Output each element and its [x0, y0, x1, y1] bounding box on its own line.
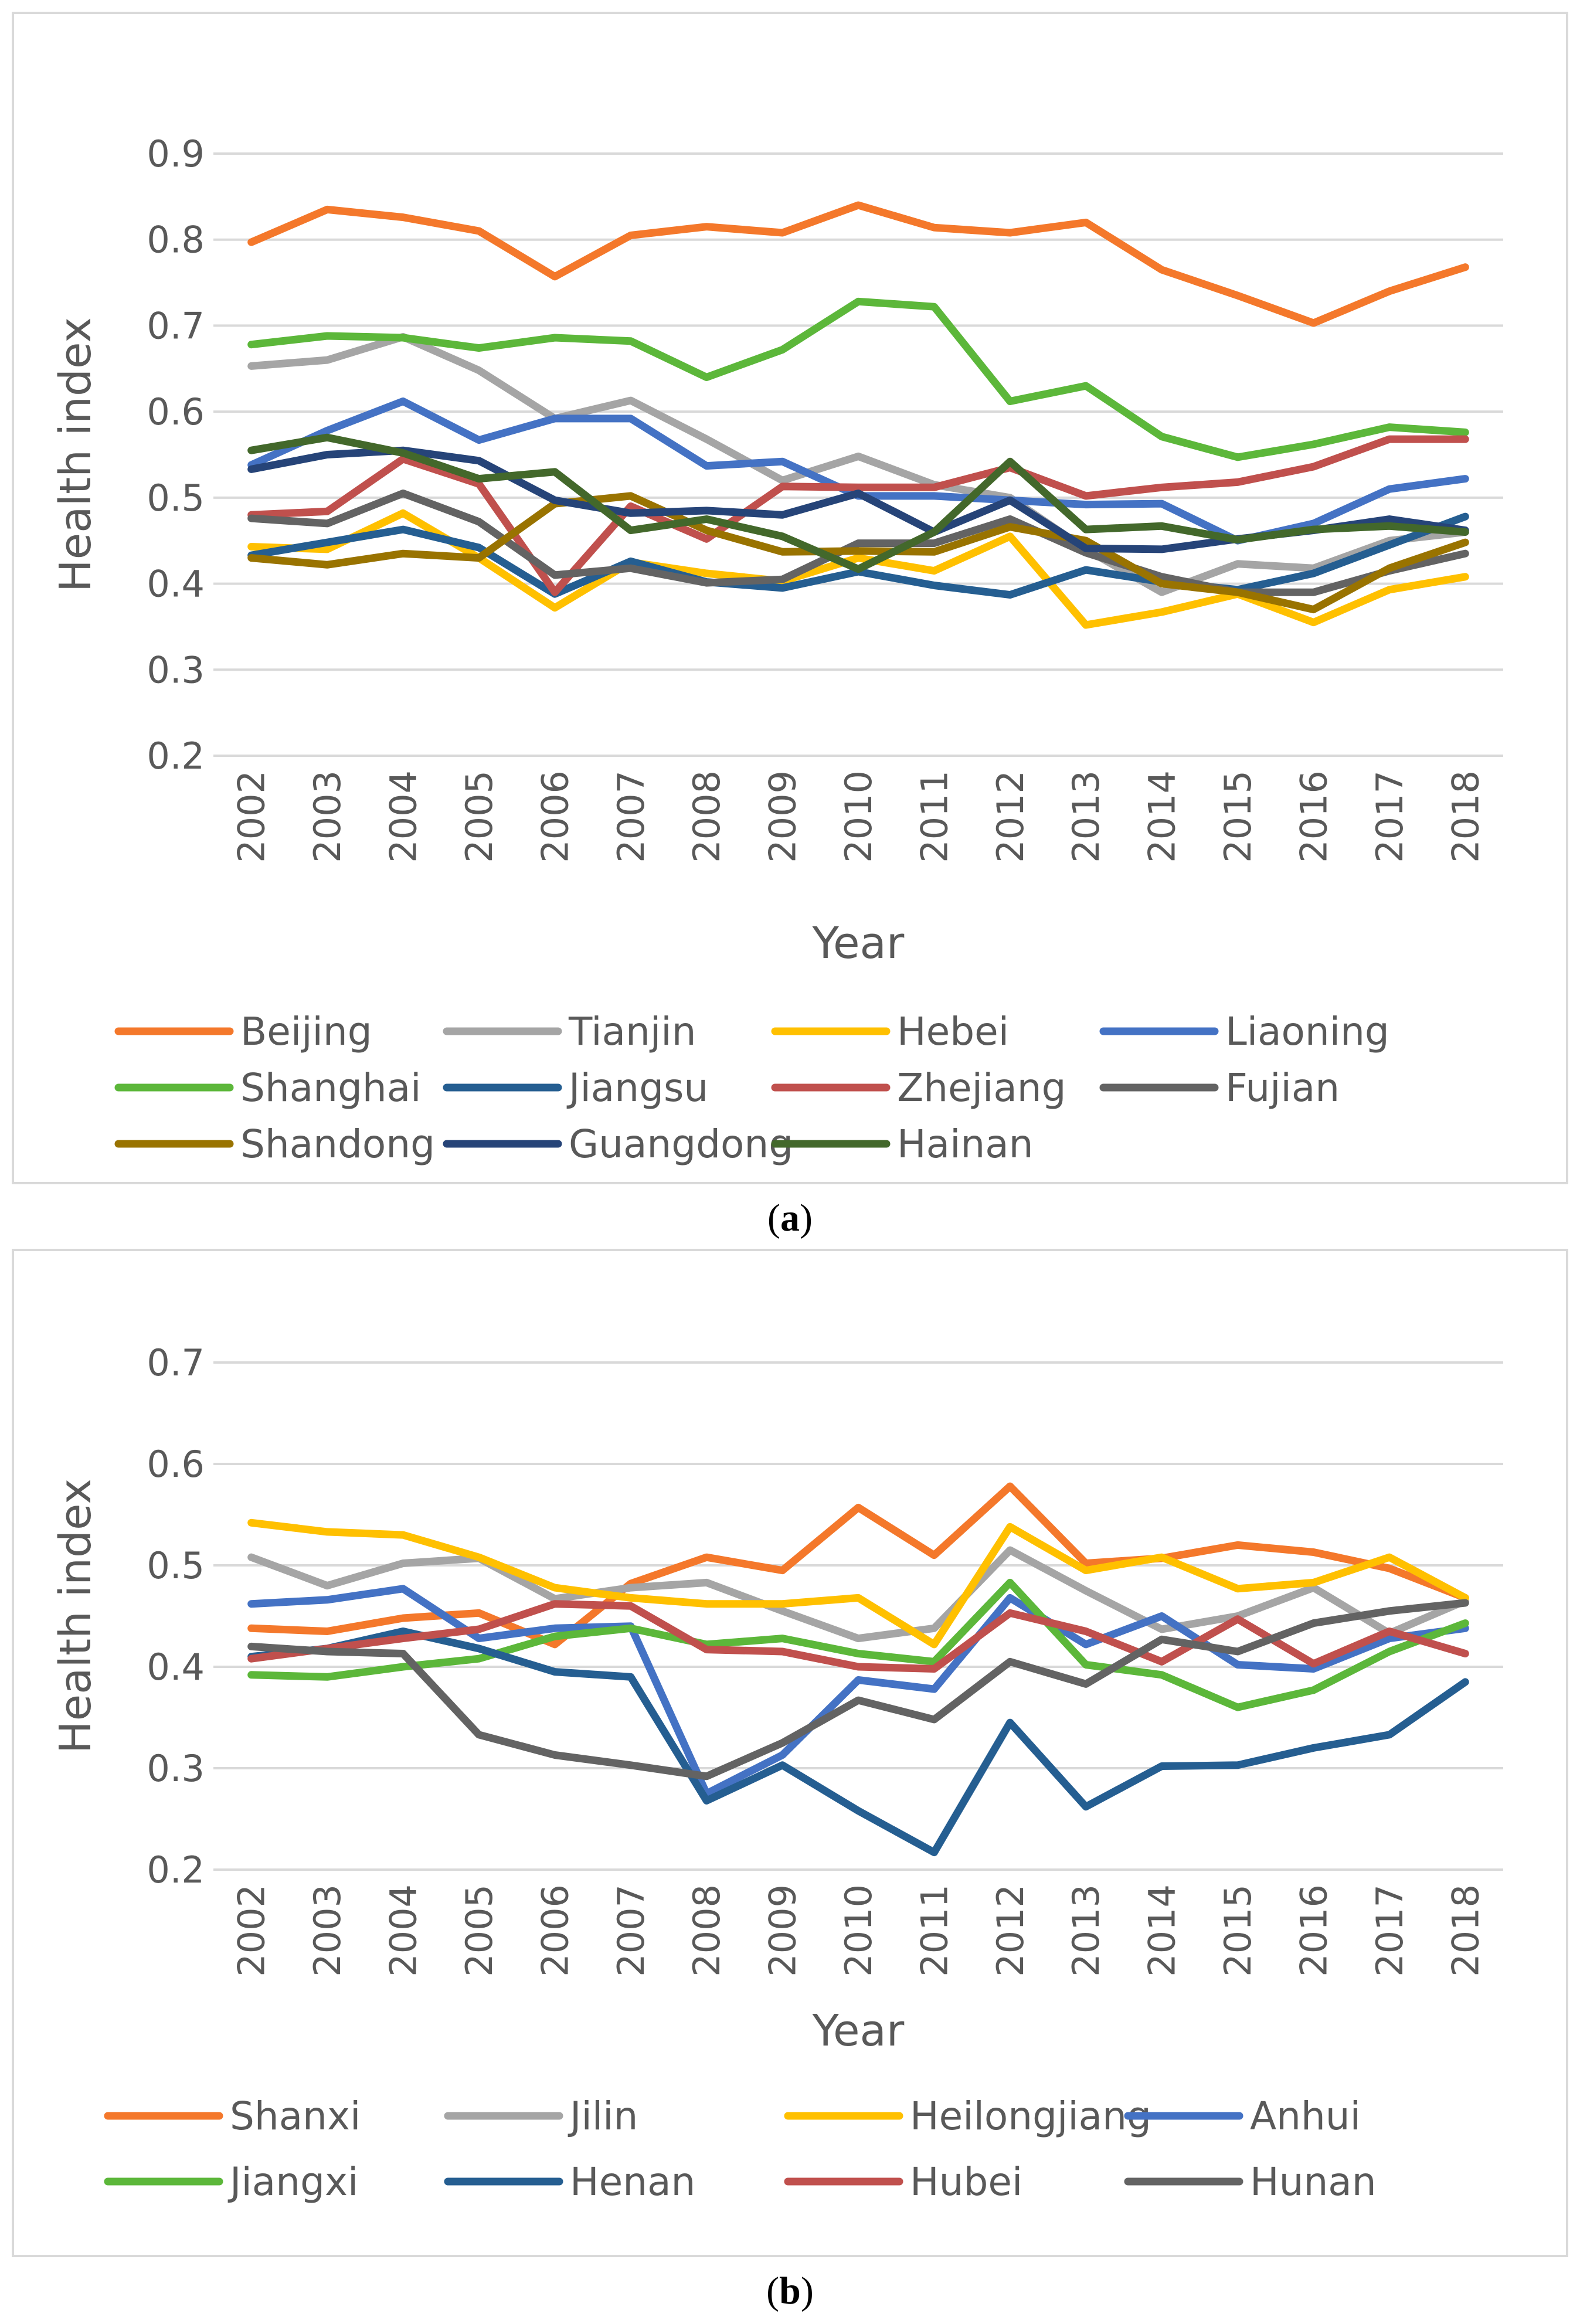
legend-label-hunan: Hunan	[1250, 2159, 1377, 2204]
x-tick-label: 2015	[1217, 770, 1259, 863]
series-line-shanxi	[247, 1482, 1469, 1649]
y-tick-label: 0.4	[147, 563, 205, 606]
y-tick-label: 0.7	[147, 1341, 205, 1384]
series-line-jiangxi	[247, 1578, 1469, 1711]
x-tick-label: 2005	[458, 1884, 501, 1977]
x-tick-label: 2014	[1141, 770, 1184, 863]
x-tick-label: 2004	[382, 1884, 425, 1977]
y-tick-label: 0.9	[147, 132, 205, 175]
chart-panel-b: 0.7 0.6 0.5 0.4 0.3 0.2 2002 2003 2004 2005 2006 20…	[12, 1249, 1568, 2257]
x-tick-label: 2018	[1444, 1884, 1487, 1977]
legend-label-heilongjiang: Heilongjiang	[910, 2094, 1151, 2139]
x-tick-label: 2009	[762, 1884, 804, 1977]
series-line-fujian	[247, 490, 1469, 596]
x-tick-label: 2005	[458, 770, 501, 863]
line-chart-a: 0.9 0.8 0.7 0.6 0.5 0.4 0.3 0.2 2002 2003 2004 2005…	[50, 132, 1503, 1167]
series-line-anhui	[247, 1585, 1469, 1798]
legend-label-fujian: Fujian	[1225, 1065, 1340, 1110]
legend-label-jiangsu: Jiangsu	[566, 1065, 708, 1110]
legend-label-hebei: Hebei	[897, 1009, 1009, 1054]
y-axis-title: Health index	[50, 1479, 101, 1754]
y-tick-label: 0.6	[147, 1443, 205, 1486]
x-tick-label: 2002	[230, 1884, 273, 1977]
y-tick-label: 0.2	[147, 735, 205, 777]
x-tick-label: 2016	[1292, 770, 1335, 863]
x-tick-label: 2016	[1292, 1884, 1335, 1977]
x-tick-label: 2002	[230, 770, 273, 863]
x-tick-label: 2012	[989, 770, 1032, 863]
series-line-shanghai	[247, 297, 1469, 461]
legend-label-shanxi: Shanxi	[230, 2094, 361, 2139]
y-tick-label: 0.5	[147, 1544, 205, 1587]
x-tick-label: 2017	[1368, 1884, 1411, 1977]
series-line-hunan	[247, 1599, 1469, 1781]
y-tick-label: 0.5	[147, 477, 205, 519]
x-tick-label: 2012	[989, 1884, 1032, 1977]
series-line-tianjin	[247, 333, 1469, 596]
y-tick-label: 0.6	[147, 390, 205, 433]
line-chart-b: 0.7 0.6 0.5 0.4 0.3 0.2 2002 2003 2004 2005 2006 20…	[50, 1341, 1503, 2204]
x-axis-title: Year	[812, 918, 905, 969]
x-tick-label: 2010	[837, 1884, 880, 1977]
caption-a: (a)	[767, 1197, 813, 1239]
x-tick-label: 2007	[610, 1884, 653, 1977]
legend-label-jiangxi: Jiangxi	[227, 2159, 358, 2204]
x-tick-label: 2003	[306, 1884, 349, 1977]
x-tick-label: 2013	[1065, 770, 1107, 863]
legend-label-hainan: Hainan	[897, 1122, 1034, 1167]
y-tick-label: 0.8	[147, 219, 205, 261]
x-tick-label: 2009	[762, 770, 804, 863]
x-tick-label: 2006	[534, 1884, 576, 1977]
x-tick-label: 2006	[534, 770, 576, 863]
y-tick-label: 0.2	[147, 1849, 205, 1891]
legend-label-tianjin: Tianjin	[568, 1009, 696, 1054]
legend-label-hubei: Hubei	[910, 2159, 1022, 2204]
legend-label-liaoning: Liaoning	[1225, 1009, 1389, 1054]
y-tick-label: 0.7	[147, 304, 205, 347]
legend-label-beijing: Beijing	[240, 1009, 372, 1054]
x-tick-label: 2003	[306, 770, 349, 863]
y-tick-label: 0.3	[147, 648, 205, 691]
series-line-beijing	[247, 201, 1469, 327]
series-line-hainan	[247, 433, 1469, 573]
x-tick-label: 2018	[1444, 770, 1487, 863]
x-tick-label: 2011	[913, 1884, 956, 1977]
y-tick-label: 0.3	[147, 1747, 205, 1790]
x-tick-label: 2013	[1065, 1884, 1107, 1977]
series-line-jilin	[247, 1546, 1469, 1643]
caption-b: (b)	[766, 2269, 814, 2312]
legend-label-henan: Henan	[570, 2159, 695, 2204]
legend-label-jilin: Jilin	[568, 2094, 638, 2139]
series-line-hubei	[247, 1600, 1469, 1673]
x-tick-label: 2008	[685, 1884, 728, 1977]
x-tick-label: 2008	[685, 770, 728, 863]
legend-label-shandong: Shandong	[240, 1122, 435, 1167]
x-tick-label: 2007	[610, 770, 653, 863]
series-line-shandong	[247, 492, 1469, 614]
y-axis-title: Health index	[50, 317, 101, 592]
legend-label-shanghai: Shanghai	[240, 1065, 422, 1110]
x-tick-label: 2004	[382, 770, 425, 863]
x-axis-title: Year	[812, 2006, 905, 2056]
legend-label-zhejiang: Zhejiang	[897, 1065, 1066, 1110]
series-line-heilongjiang	[247, 1518, 1469, 1649]
series-line-zhejiang	[247, 435, 1469, 596]
legend-label-anhui: Anhui	[1250, 2094, 1361, 2139]
x-tick-label: 2010	[837, 770, 880, 863]
x-tick-label: 2014	[1141, 1884, 1184, 1977]
chart-panel-a: 0.9 0.8 0.7 0.6 0.5 0.4 0.3 0.2 2002 2003 2004 2005…	[12, 12, 1568, 1184]
legend-label-guangdong: Guangdong	[569, 1122, 793, 1167]
x-tick-label: 2017	[1368, 770, 1411, 863]
series-line-henan	[247, 1628, 1469, 1857]
y-tick-label: 0.4	[147, 1646, 205, 1688]
x-tick-label: 2015	[1217, 1884, 1259, 1977]
x-tick-label: 2011	[913, 770, 956, 863]
